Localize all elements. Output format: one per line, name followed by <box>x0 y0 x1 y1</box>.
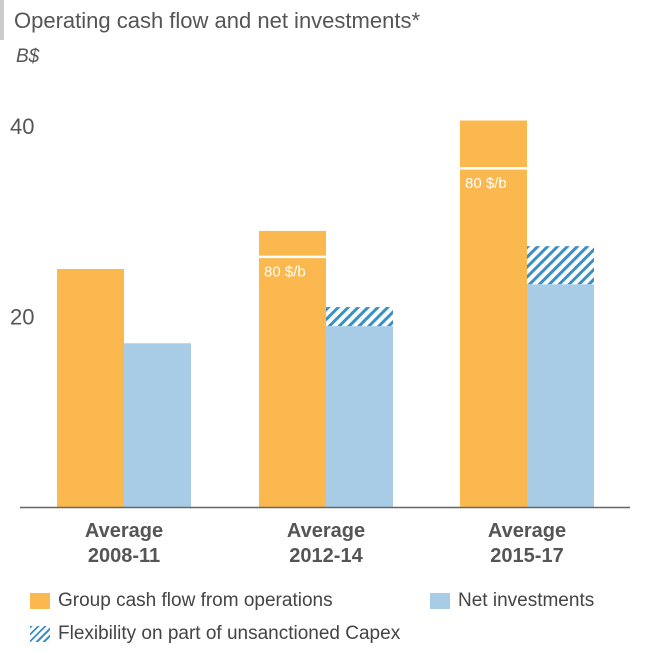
legend-swatch <box>30 593 50 609</box>
legend-item-cash-flow: Group cash flow from operations <box>30 590 333 612</box>
price-annotation: 80 $/b <box>465 175 507 192</box>
price-line <box>460 167 527 170</box>
y-tick-label: 40 <box>10 114 34 139</box>
legend-item-flexibility: Flexibility on part of unsanctioned Cape… <box>30 623 400 645</box>
x-tick-label: 2015-17 <box>490 545 563 567</box>
bar-cash-flow <box>259 230 326 508</box>
y-axis-unit: B$ <box>16 46 40 67</box>
x-tick-label: Average <box>287 520 365 542</box>
legend-swatch <box>430 593 450 609</box>
x-tick-label: Average <box>488 520 566 542</box>
x-tick-label: Average <box>85 520 163 542</box>
bar-cash-flow <box>460 120 527 507</box>
bar-net-investments <box>527 284 594 507</box>
accent-bar <box>0 0 4 40</box>
price-line <box>259 255 326 259</box>
legend-label: Net investments <box>458 590 595 611</box>
legend-label: Flexibility on part of unsanctioned Cape… <box>58 623 401 644</box>
legend-swatch <box>30 626 50 642</box>
bar-net-investments <box>326 326 393 507</box>
legend-item-net-investments: Net investments <box>430 590 594 612</box>
bar-net-investments <box>124 343 191 507</box>
legend-label: Group cash flow from operations <box>58 590 333 611</box>
bar-flexibility <box>326 307 393 327</box>
chart-title: Operating cash flow and net investments* <box>14 8 421 33</box>
x-tick-label: 2008-11 <box>88 545 160 567</box>
y-tick-label: 20 <box>10 305 34 330</box>
bar-cash-flow <box>57 269 124 507</box>
bar-flexibility <box>527 246 594 285</box>
price-annotation: 80 $/b <box>264 264 306 281</box>
x-tick-label: 2012-14 <box>289 545 363 567</box>
